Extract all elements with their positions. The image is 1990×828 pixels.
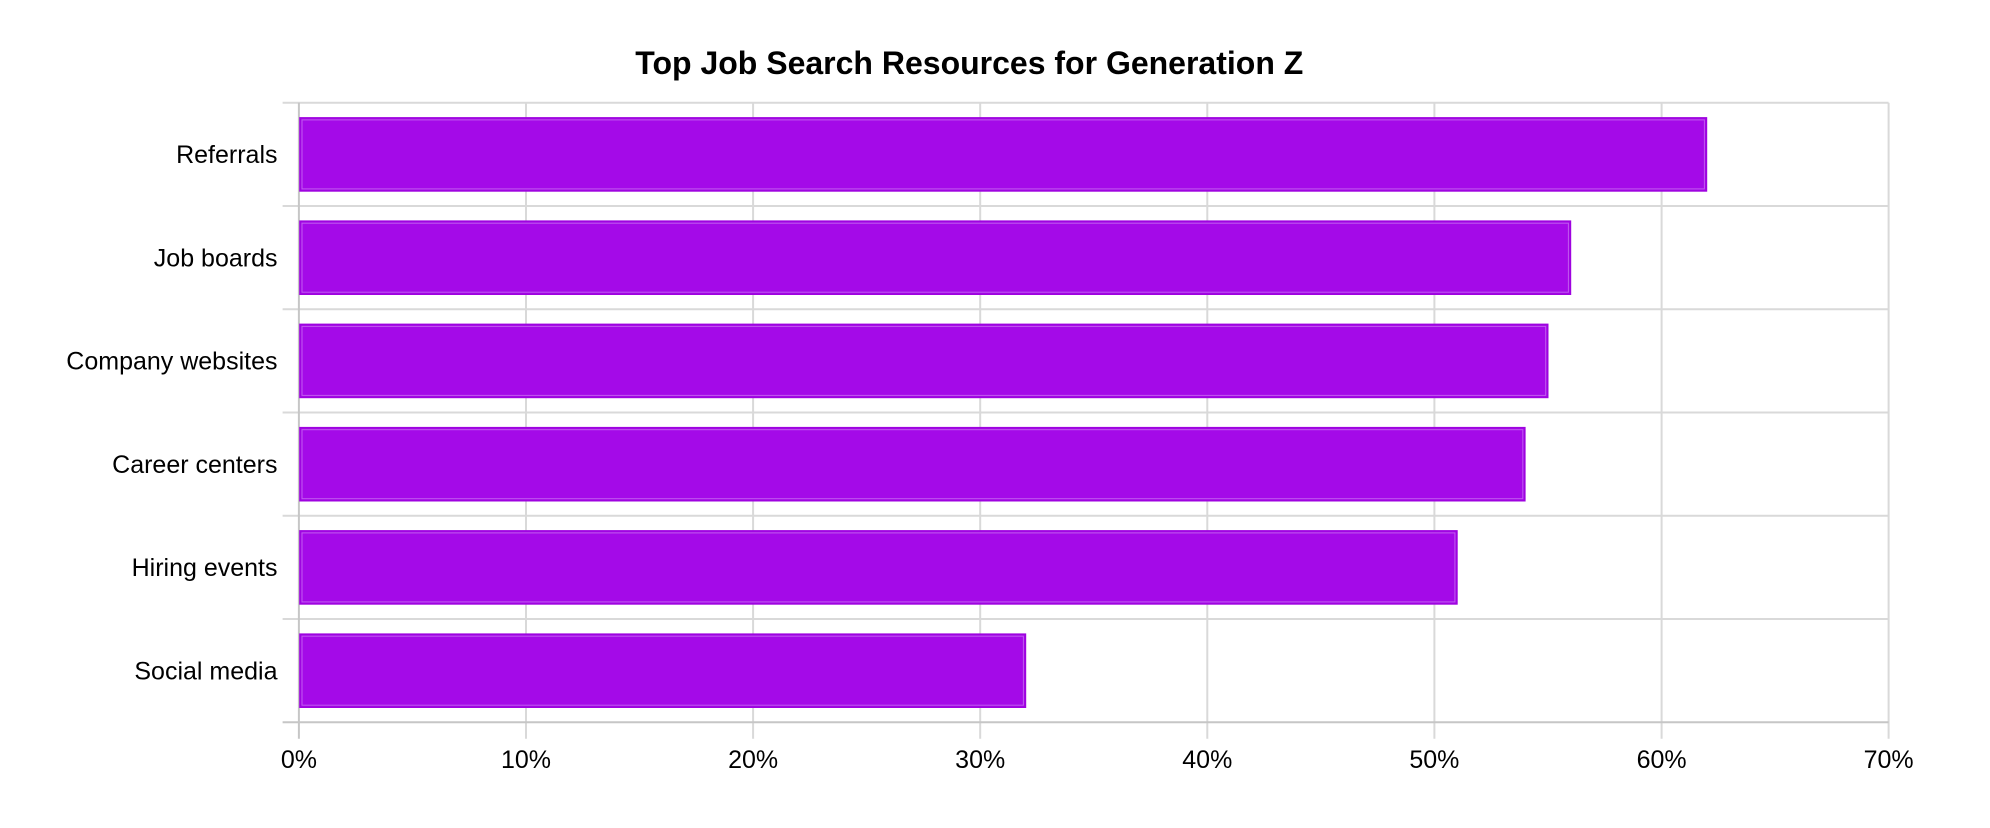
svg-text:Referrals: Referrals	[176, 141, 277, 169]
svg-text:40%: 40%	[1182, 746, 1232, 774]
svg-text:60%: 60%	[1637, 746, 1687, 774]
svg-text:Company websites: Company websites	[66, 348, 277, 376]
svg-text:70%: 70%	[1864, 746, 1914, 774]
svg-text:Career centers: Career centers	[112, 451, 277, 479]
svg-text:Job boards: Job boards	[154, 245, 278, 273]
svg-text:30%: 30%	[955, 746, 1005, 774]
svg-text:Hiring events: Hiring events	[132, 554, 278, 582]
svg-text:10%: 10%	[501, 746, 551, 774]
svg-text:50%: 50%	[1409, 746, 1459, 774]
svg-text:0%: 0%	[281, 746, 317, 774]
svg-text:20%: 20%	[728, 746, 778, 774]
svg-text:Social media: Social media	[134, 658, 277, 686]
svg-text:Top Job Search Resources for G: Top Job Search Resources for Generation …	[635, 45, 1303, 81]
